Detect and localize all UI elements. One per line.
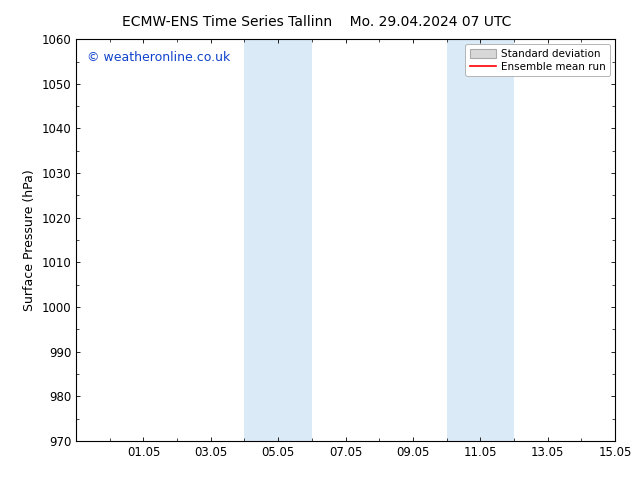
- Text: © weatheronline.co.uk: © weatheronline.co.uk: [87, 51, 230, 64]
- Bar: [446, 39, 514, 441]
- Text: ECMW-ENS Time Series Tallinn    Mo. 29.04.2024 07 UTC: ECMW-ENS Time Series Tallinn Mo. 29.04.2…: [122, 15, 512, 29]
- Bar: [245, 39, 312, 441]
- Legend: Standard deviation, Ensemble mean run: Standard deviation, Ensemble mean run: [465, 45, 610, 76]
- Y-axis label: Surface Pressure (hPa): Surface Pressure (hPa): [23, 169, 36, 311]
